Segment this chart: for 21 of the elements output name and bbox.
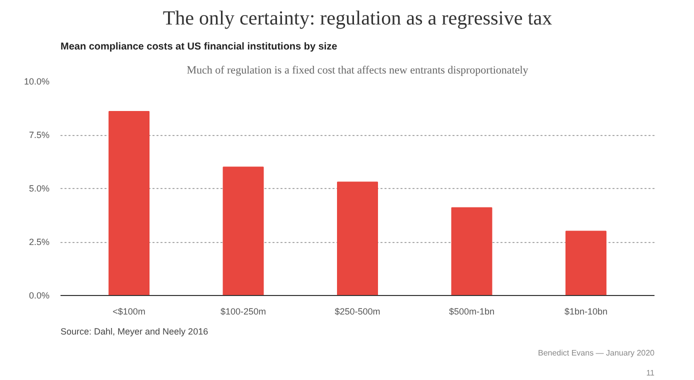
- text: 11: [646, 368, 656, 378]
- y-tick-label: 7.5%: [28, 130, 50, 140]
- bar: [451, 207, 492, 296]
- y-tick-label: 5.0%: [28, 184, 50, 194]
- bar: [108, 110, 150, 296]
- y-tick-label: 2.5%: [28, 237, 50, 247]
- x-tick-label: $1bn-10bn: [564, 306, 608, 316]
- bar: [337, 182, 378, 296]
- x-tick-label: $100-250m: [220, 306, 266, 316]
- y-tick-label: 0.0%: [28, 290, 50, 300]
- x-tick-label: $500m-1bn: [448, 306, 495, 316]
- chart-subtitle: Much of regulation is a fixed cost that affects new entrants disproportionately: [186, 64, 529, 76]
- bar: [222, 166, 264, 296]
- x-tick-label: <$100m: [112, 306, 146, 316]
- chart-title: The only certainty: regulation as a regressive tax: [162, 8, 552, 30]
- text: Benedict Evans — January 2020: [538, 348, 656, 358]
- bar: [565, 230, 606, 296]
- x-tick-label: $250-500m: [334, 306, 380, 316]
- source-note: Source: Dahl, Meyer and Neely 2016: [60, 326, 208, 336]
- text: Mean compliance costs at US financial institutions by size: [60, 42, 338, 52]
- y-tick-label: 10.0%: [24, 76, 50, 86]
